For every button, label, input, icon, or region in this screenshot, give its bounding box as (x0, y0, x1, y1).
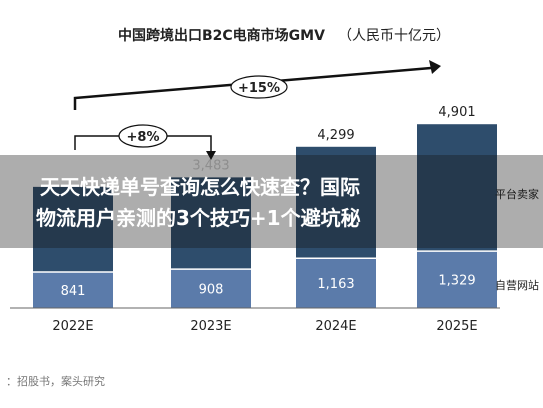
bars-group: 841 2022E 908 3,483 2023E 1,163 4,299 2024E 1,32… (33, 105, 497, 334)
bar-top-segment-2022E (33, 186, 113, 273)
growth-arrowhead-15 (429, 60, 441, 74)
bar-value-label: 841 (61, 284, 86, 299)
growth-label-15: +15% (238, 81, 280, 96)
x-tick-label: 2023E (190, 319, 231, 334)
x-tick-label: 2024E (315, 319, 356, 334)
legend-bottom: 自营网站 (495, 278, 539, 292)
growth-label-8: +8% (127, 130, 160, 145)
bar-top-segment-2024E (296, 146, 376, 259)
bar-top-segment-2025E (417, 124, 497, 252)
growth-badge-8 (118, 124, 168, 148)
bar-value-label: 1,163 (317, 277, 354, 292)
bar-value-label: 908 (199, 283, 224, 298)
bar-bottom-segment-2023E (171, 269, 251, 308)
overlay-line-1: 天天快递单号查询怎么快速查？国际 (40, 175, 360, 199)
x-tick-label: 2022E (52, 319, 93, 334)
bar-bottom-segment-2022E (33, 272, 113, 308)
bar-bottom-segment-2025E (417, 251, 497, 308)
bar-total-label: 3,483 (192, 158, 229, 173)
bar-bottom-segment-2024E (296, 258, 376, 308)
chart-title: 中国跨境出口B2C电商市场GMV (118, 27, 325, 44)
bar-total-label: 4,901 (438, 105, 475, 120)
source-note: ：招股书，案头研究 (6, 374, 105, 388)
legend-top: 平台卖家 (495, 187, 539, 201)
bar-top-segment-2023E (171, 177, 251, 270)
x-tick-label: 2025E (436, 319, 477, 334)
growth-arrow-15 (73, 66, 432, 110)
growth-arrows: +15% +8% (73, 60, 441, 160)
growth-arrowhead-8 (206, 151, 216, 160)
bar-value-label: 1,329 (438, 274, 475, 289)
growth-badge-15 (230, 75, 288, 99)
bar-total-label: 4,299 (317, 128, 354, 143)
overlay-banner (0, 155, 543, 248)
chart-unit: （人民币十亿元） (338, 28, 450, 44)
overlay-line-2: 物流用户亲测的3个技巧+1个避坑秘 (36, 206, 361, 230)
